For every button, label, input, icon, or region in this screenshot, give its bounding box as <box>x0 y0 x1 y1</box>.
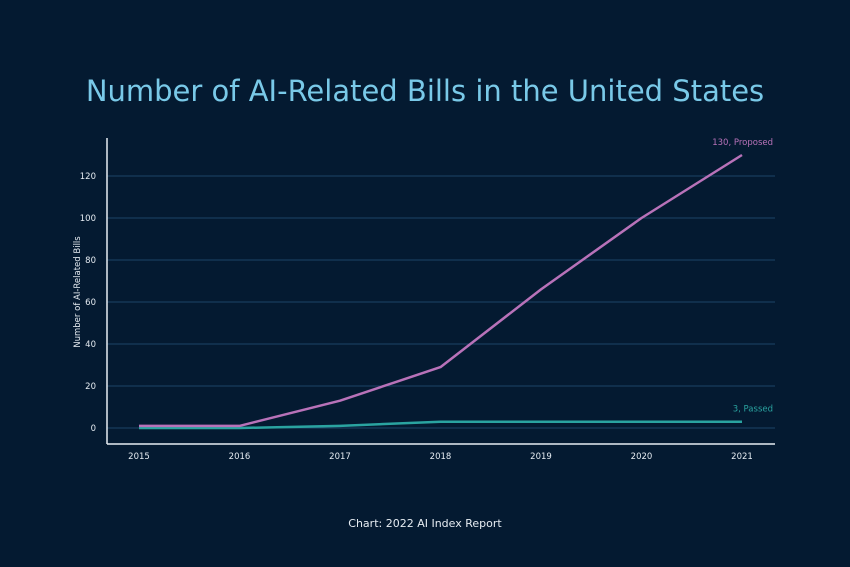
x-tick-label: 2015 <box>128 452 150 462</box>
end-label-passed: 3, Passed <box>733 405 773 415</box>
x-tick-label: 2016 <box>229 452 251 462</box>
x-tick-label: 2020 <box>631 452 653 462</box>
y-tick-label: 60 <box>85 298 96 308</box>
chart-title: Number of AI-Related Bills in the United… <box>85 74 765 108</box>
chart-source: Chart: 2022 AI Index Report <box>348 517 502 530</box>
y-tick-label: 0 <box>91 424 96 434</box>
y-tick-label: 40 <box>85 340 96 350</box>
x-tick-label: 2021 <box>731 452 753 462</box>
y-axis-label: Number of AI-Related Bills <box>73 236 83 348</box>
x-tick-label: 2019 <box>530 452 552 462</box>
x-tick-label: 2018 <box>430 452 452 462</box>
series-line-proposed <box>139 153 743 428</box>
y-tick-label: 120 <box>80 172 96 182</box>
end-label-proposed: 130, Proposed <box>712 138 773 148</box>
y-tick-label: 80 <box>85 256 96 266</box>
y-tick-label: 20 <box>85 382 96 392</box>
x-tick-label: 2017 <box>329 452 351 462</box>
y-tick-label: 100 <box>80 214 96 224</box>
